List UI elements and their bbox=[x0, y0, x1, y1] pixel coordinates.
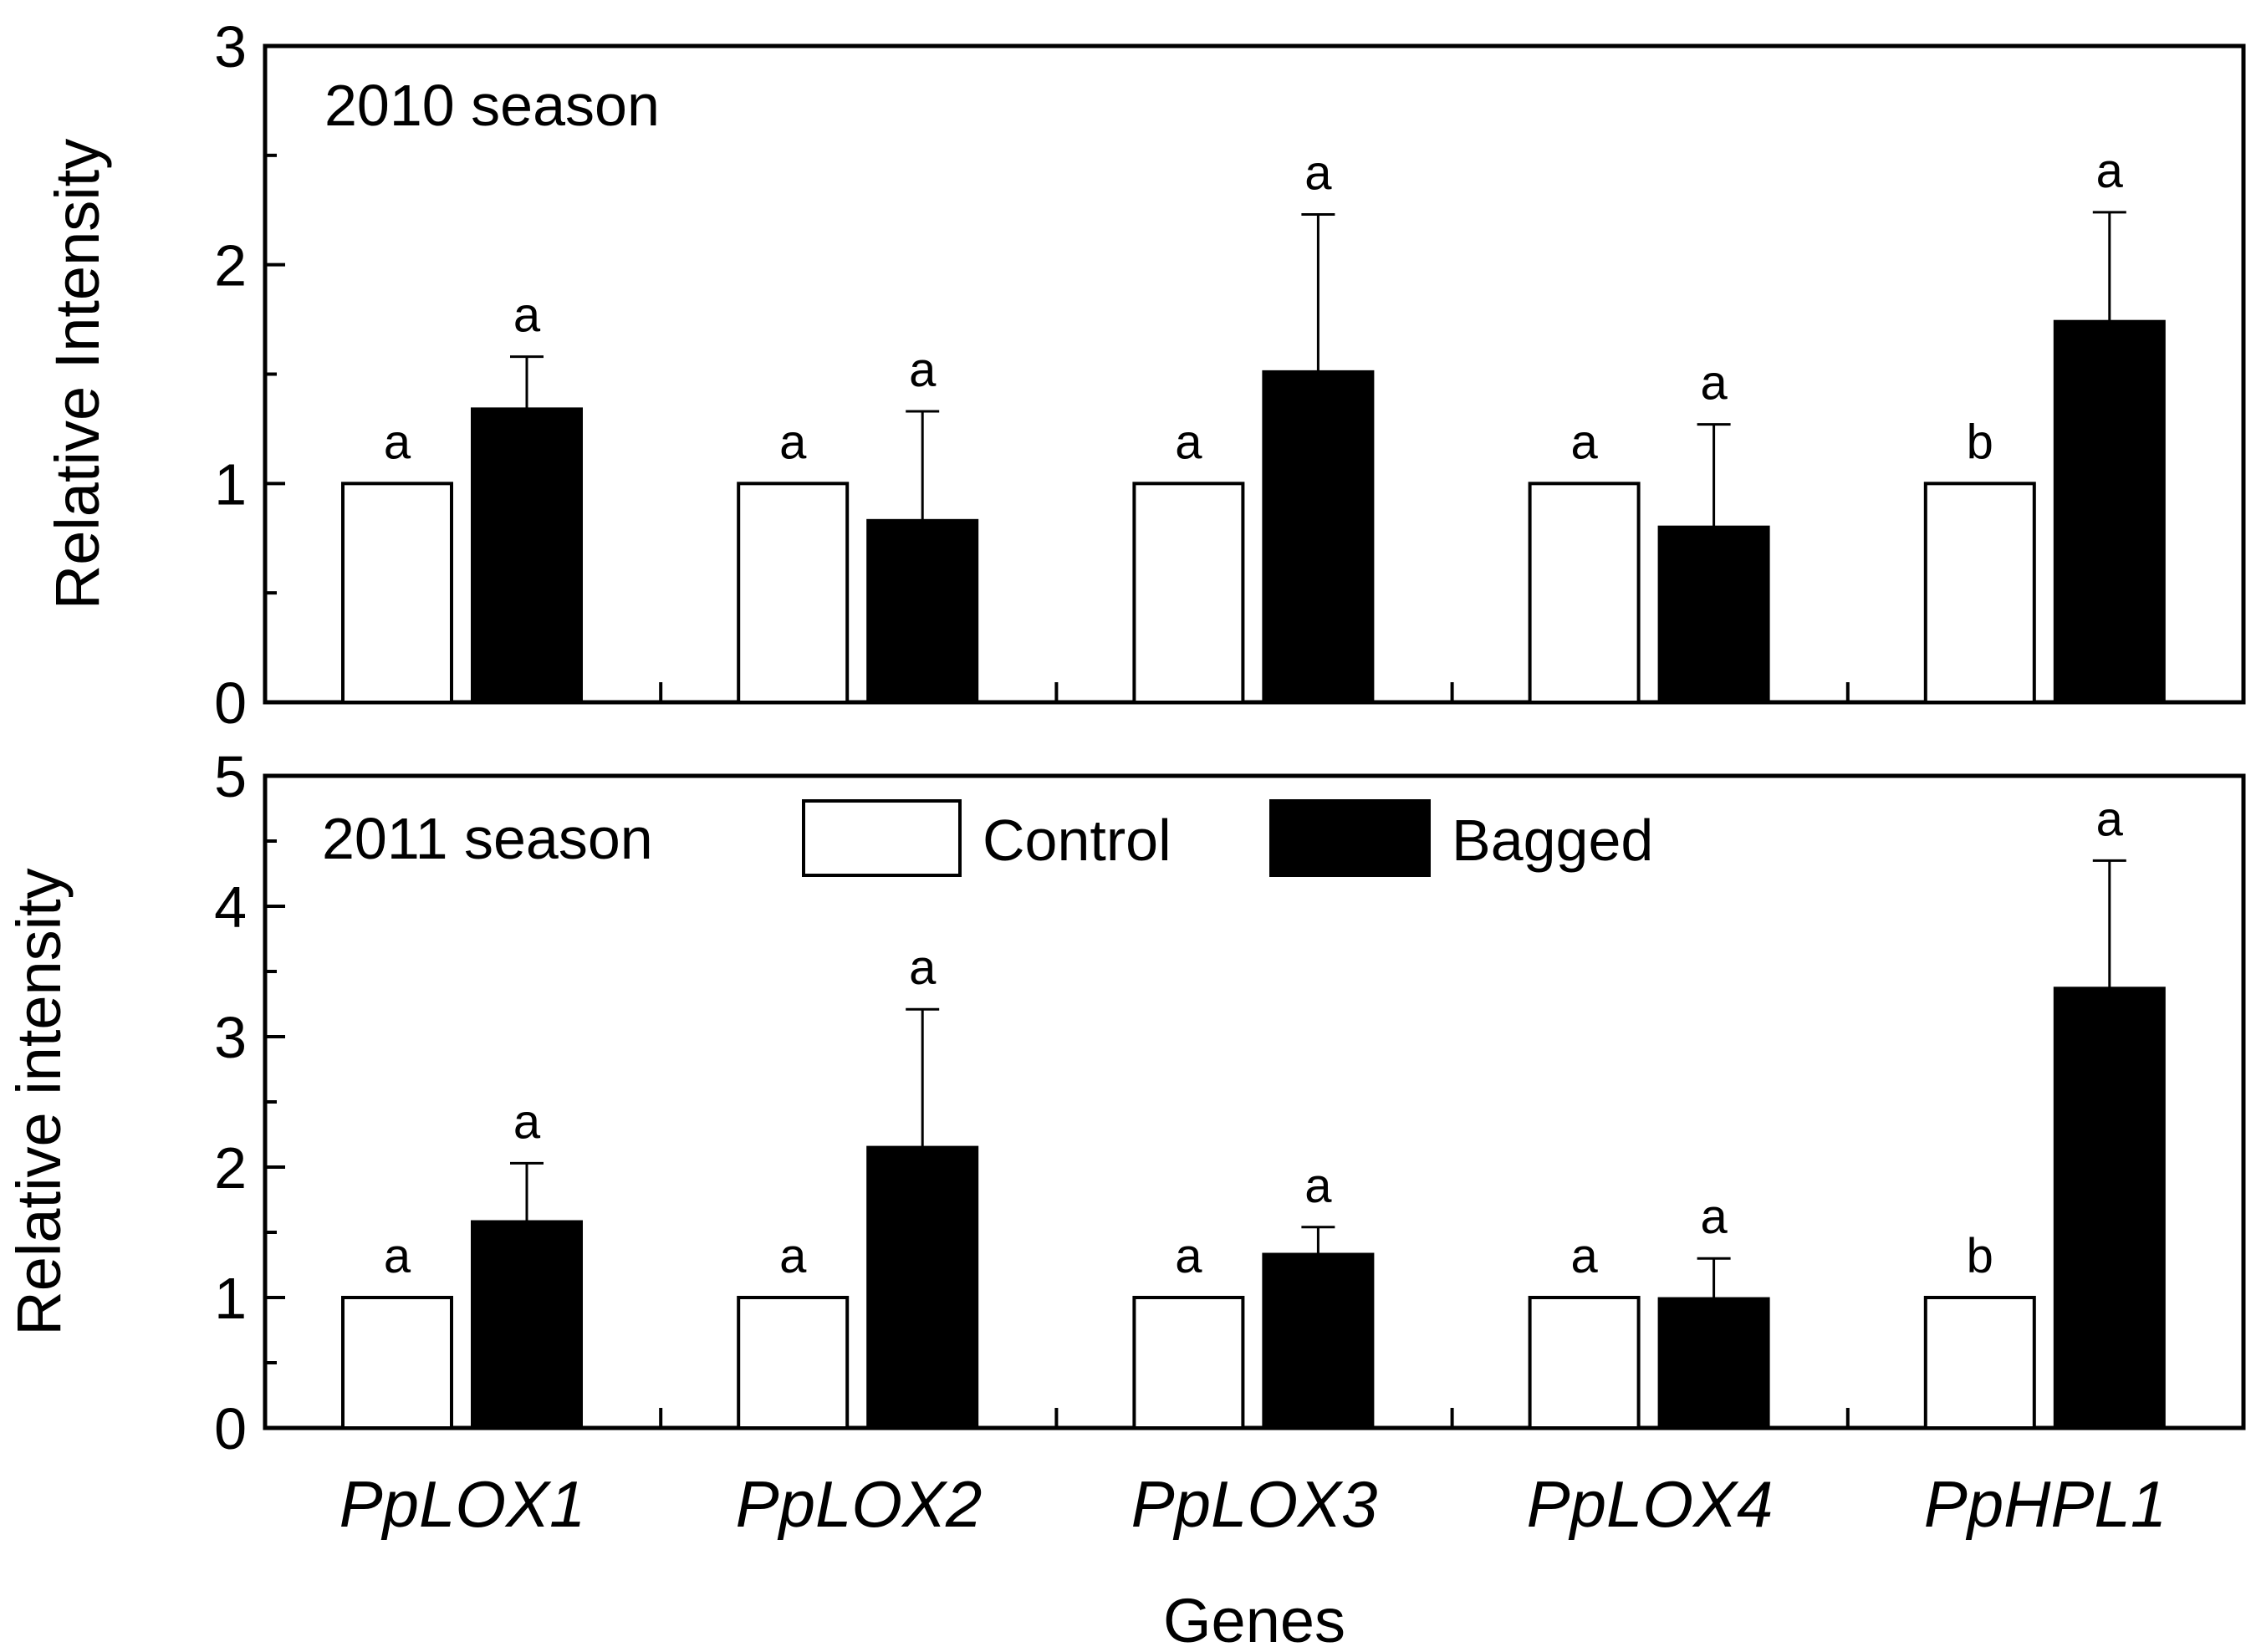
season-label-2010: 2010 season bbox=[324, 73, 660, 138]
y-tick-label-2010-3: 3 bbox=[214, 14, 247, 79]
legend-label-control: Control bbox=[983, 808, 1171, 873]
y-axis-title-2010: Relative Intensity bbox=[43, 139, 112, 610]
season-label-2011: 2011 season bbox=[322, 806, 653, 871]
y-tick-label-2010-1: 1 bbox=[214, 451, 247, 517]
y-tick-label-2011-2: 2 bbox=[214, 1135, 247, 1201]
gene-label-pplox1: PpLOX1 bbox=[339, 1467, 586, 1541]
legend-swatch-control bbox=[802, 799, 962, 877]
bar-pplox4-control-2010 bbox=[1528, 482, 1641, 704]
gene-label-pplox3: PpLOX3 bbox=[1131, 1467, 1378, 1541]
y-tick-label-2011-3: 3 bbox=[214, 1005, 247, 1070]
bar-pplox4-control-2011 bbox=[1528, 1296, 1641, 1430]
x-axis-2011 bbox=[659, 1408, 1850, 1428]
bar-pphpl1-control-2010 bbox=[1923, 482, 2036, 704]
sig-letter-pplox4-control-2011: a bbox=[1570, 1229, 1598, 1283]
y-tick-label-2010-0: 0 bbox=[214, 670, 247, 736]
gene-label-pplox2: PpLOX2 bbox=[736, 1467, 983, 1541]
bar-pplox2-bagged-2011 bbox=[866, 1145, 979, 1430]
sig-letter-pplox3-control-2010: a bbox=[1175, 415, 1202, 469]
sig-letter-pplox1-bagged-2010: a bbox=[513, 288, 541, 343]
y-axis-2011: 0 1 2 3 4 5 bbox=[214, 744, 285, 1461]
bar-pplox1-bagged-2011 bbox=[471, 1220, 583, 1430]
y-tick-label-2011-0: 0 bbox=[214, 1396, 247, 1461]
bars-2010: a a a a a a a a b a bbox=[341, 144, 2166, 705]
bar-pphpl1-control-2011 bbox=[1923, 1296, 2036, 1430]
legend-swatch-bagged bbox=[1269, 799, 1431, 877]
sig-letter-pplox4-bagged-2011: a bbox=[1700, 1190, 1728, 1244]
y-tick-label-2011-4: 4 bbox=[214, 874, 247, 940]
sig-letter-pplox1-bagged-2011: a bbox=[513, 1094, 541, 1149]
sig-letter-pplox2-bagged-2011: a bbox=[909, 941, 937, 995]
y-tick-label-2011-1: 1 bbox=[214, 1266, 247, 1331]
sig-letter-pphpl1-control-2010: b bbox=[1967, 415, 1993, 469]
y-tick-label-2010-2: 2 bbox=[214, 233, 247, 298]
legend: Control Bagged bbox=[802, 799, 1653, 877]
bar-pplox1-control-2011 bbox=[341, 1296, 453, 1430]
sig-letter-pplox2-bagged-2010: a bbox=[909, 343, 937, 397]
bar-pphpl1-bagged-2011 bbox=[2053, 987, 2166, 1430]
bar-pplox2-control-2010 bbox=[737, 482, 850, 704]
sig-letter-pplox3-control-2011: a bbox=[1175, 1229, 1202, 1283]
gene-labels: PpLOX1 PpLOX2 PpLOX3 PpLOX4 PpHPL1 bbox=[339, 1467, 2167, 1541]
sig-letter-pplox3-bagged-2011: a bbox=[1304, 1159, 1332, 1213]
sig-letter-pplox2-control-2011: a bbox=[779, 1229, 807, 1283]
gene-label-pphpl1: PpHPL1 bbox=[1924, 1467, 2167, 1541]
panel-2010: 0 1 2 3 a a a a a a a a b a Relative Intensity 2010 … bbox=[43, 14, 2246, 736]
y-tick-label-2011-5: 5 bbox=[214, 744, 247, 809]
bar-pplox2-control-2011 bbox=[737, 1296, 850, 1430]
x-axis-2010 bbox=[659, 682, 1850, 702]
sig-letter-pplox4-bagged-2010: a bbox=[1700, 356, 1728, 410]
bar-pphpl1-bagged-2010 bbox=[2053, 319, 2166, 704]
bar-pplox2-bagged-2010 bbox=[866, 518, 979, 704]
bar-pplox3-control-2011 bbox=[1132, 1296, 1245, 1430]
bar-pplox4-bagged-2010 bbox=[1657, 525, 1770, 705]
bar-pplox1-bagged-2010 bbox=[471, 407, 583, 704]
bar-pplox1-control-2010 bbox=[341, 482, 453, 704]
sig-letter-pplox1-control-2011: a bbox=[384, 1229, 411, 1283]
y-axis-title-2011: Relative intensity bbox=[4, 868, 74, 1335]
y-axis-2010: 0 1 2 3 bbox=[214, 14, 285, 736]
sig-letter-pphpl1-bagged-2010: a bbox=[2096, 144, 2124, 198]
bar-pplox4-bagged-2011 bbox=[1657, 1297, 1770, 1430]
x-axis-title: Genes bbox=[1163, 1586, 1345, 1652]
sig-letter-pplox2-control-2010: a bbox=[779, 415, 807, 469]
sig-letter-pplox3-bagged-2010: a bbox=[1304, 145, 1332, 200]
gene-label-pplox4: PpLOX4 bbox=[1527, 1467, 1774, 1541]
bars-2011: a a a a a a a a b a bbox=[341, 792, 2166, 1430]
sig-letter-pphpl1-control-2011: b bbox=[1967, 1229, 1993, 1283]
bar-pplox3-control-2010 bbox=[1132, 482, 1245, 704]
sig-letter-pplox1-control-2010: a bbox=[384, 415, 411, 469]
legend-label-bagged: Bagged bbox=[1452, 808, 1653, 873]
sig-letter-pphpl1-bagged-2011: a bbox=[2096, 792, 2124, 846]
sig-letter-pplox4-control-2010: a bbox=[1570, 415, 1598, 469]
bar-pplox3-bagged-2010 bbox=[1262, 370, 1375, 704]
bar-pplox3-bagged-2011 bbox=[1262, 1252, 1375, 1430]
panel-2011: 0 1 2 3 4 5 a a a a a a a a b a Relative intensity 201… bbox=[4, 744, 2246, 1652]
